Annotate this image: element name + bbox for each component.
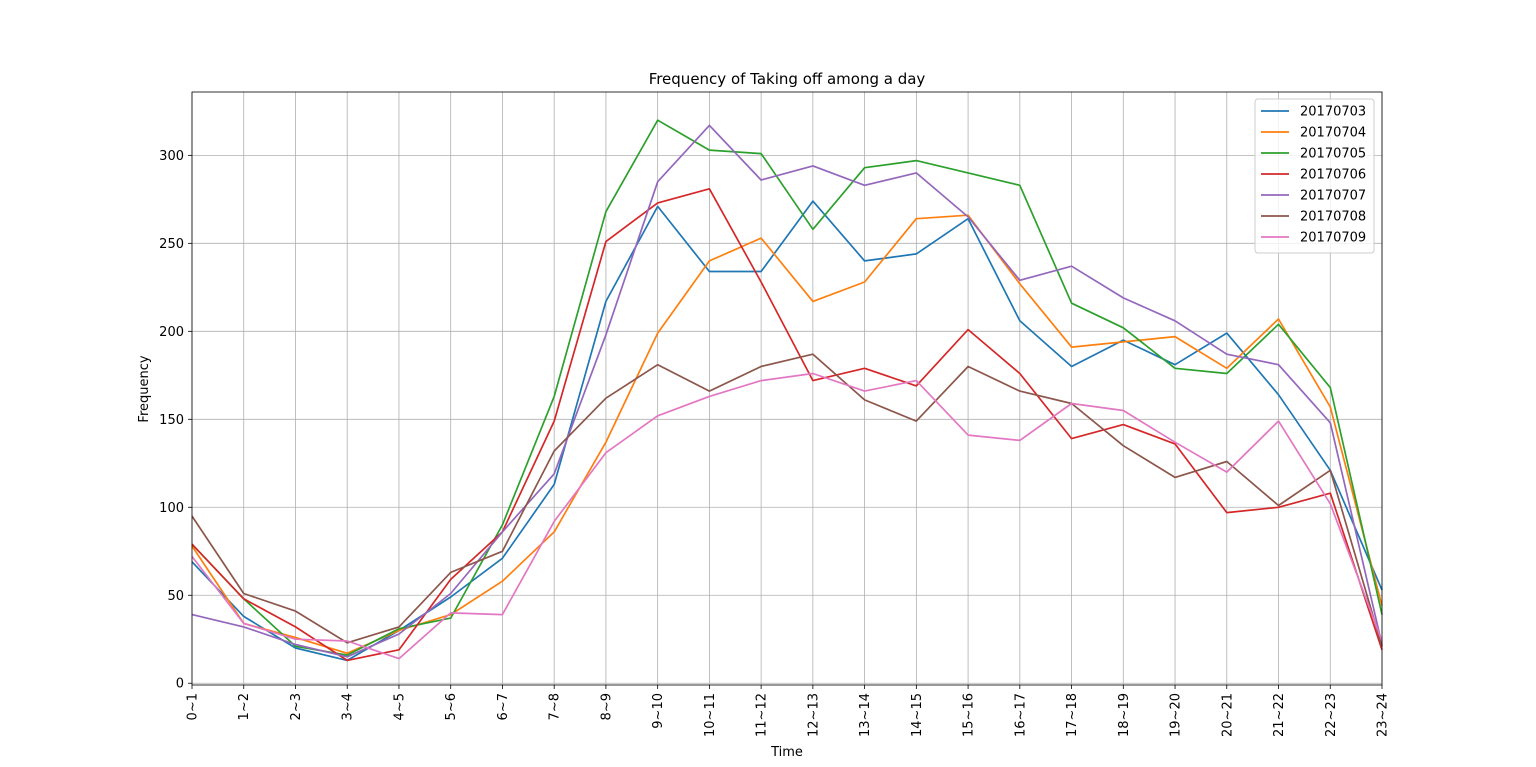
- y-tick-label: 200: [159, 325, 184, 340]
- series-line-20170703: [191, 200, 1383, 662]
- x-tick-label: 17~18: [1065, 693, 1080, 737]
- x-tick-label: 20~21: [1220, 693, 1235, 737]
- x-tick-label: 18~19: [1117, 693, 1132, 737]
- legend-label: 20170708: [1300, 210, 1366, 225]
- y-tick-label: 100: [159, 501, 184, 516]
- x-tick-label: 5~6: [444, 693, 459, 720]
- x-tick-label: 22~23: [1324, 693, 1339, 737]
- x-tick-label: 13~14: [858, 693, 873, 737]
- x-tick-label: 3~4: [341, 693, 356, 720]
- plot-frame: [191, 91, 1383, 686]
- legend-label: 20170705: [1300, 147, 1366, 162]
- series-lines: [191, 119, 1383, 662]
- x-tick-label: 23~24: [1376, 693, 1391, 737]
- legend-label: 20170703: [1300, 105, 1366, 120]
- x-tick-label: 2~3: [289, 693, 304, 720]
- x-axis-label: Time: [770, 745, 803, 760]
- series-line-20170704: [191, 214, 1383, 655]
- legend-label: 20170706: [1300, 168, 1366, 183]
- legend-label: 20170709: [1300, 231, 1366, 246]
- y-tick-label: 150: [159, 413, 184, 428]
- x-tick-label: 9~10: [651, 693, 666, 729]
- series-line-20170705: [191, 119, 1383, 656]
- y-tick-label: 0: [176, 677, 184, 692]
- x-tick-label: 8~9: [599, 693, 614, 720]
- x-tick-label: 12~13: [806, 693, 821, 737]
- x-tick-label: 19~20: [1169, 693, 1184, 737]
- series-line-20170707: [191, 124, 1383, 658]
- x-tick-label: 21~22: [1272, 693, 1287, 737]
- series-line-20170709: [191, 372, 1383, 660]
- x-tick-label: 16~17: [1013, 693, 1028, 737]
- axis-ticks: 0~1 1~2 2~3 3~4 4~5 5~6 6~7 7~8 8~9 9~10 10~11 11~1…: [159, 149, 1390, 737]
- y-tick-label: 250: [159, 237, 184, 252]
- legend-label: 20170704: [1300, 126, 1366, 141]
- legend: 20170703 20170704 20170705 20170706 20170707…: [1254, 98, 1375, 254]
- chart-title: Frequency of Taking off among a day: [649, 70, 926, 88]
- legend-label: 20170707: [1300, 189, 1366, 204]
- x-tick-label: 7~8: [548, 693, 563, 720]
- y-axis-label: Frequency: [137, 355, 152, 422]
- legend-box: [1254, 98, 1375, 254]
- y-tick-label: 50: [167, 589, 184, 604]
- series-line-20170706: [191, 187, 1383, 662]
- x-tick-label: 4~5: [392, 693, 407, 720]
- x-tick-label: 1~2: [237, 693, 252, 720]
- x-tick-label: 15~16: [962, 693, 977, 737]
- x-tick-label: 14~15: [910, 693, 925, 737]
- series-line-20170708: [191, 353, 1383, 647]
- x-tick-label: 11~12: [755, 693, 770, 737]
- x-tick-label: 10~11: [703, 693, 718, 737]
- y-tick-label: 300: [159, 149, 184, 164]
- x-tick-label: 6~7: [496, 693, 511, 720]
- x-tick-label: 0~1: [186, 693, 201, 720]
- grid: [191, 92, 1383, 685]
